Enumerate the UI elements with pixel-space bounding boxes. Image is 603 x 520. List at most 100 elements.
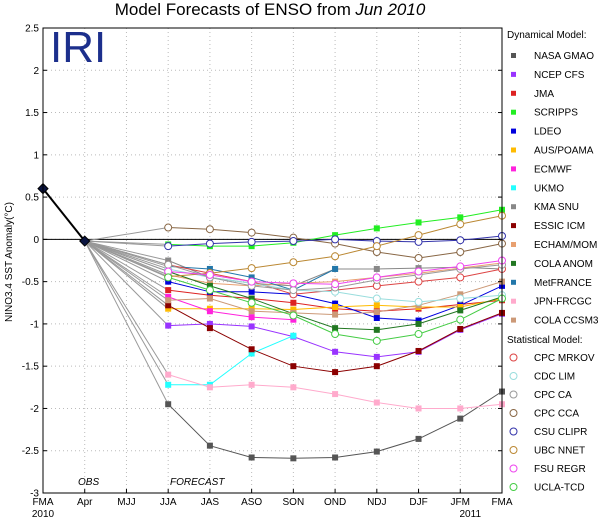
series-connector: [84, 240, 169, 386]
legend-marker-scripps: [511, 109, 516, 115]
point-cdc-lim: [372, 294, 381, 303]
point-ukmo: [165, 381, 172, 388]
point-cpc-ca: [164, 260, 173, 269]
legend-label-nasa-gmao: NASA GMAO: [534, 51, 594, 62]
series-connector: [84, 240, 169, 306]
legend-label-fsu-regr: FSU REGR: [534, 464, 586, 475]
legend-marker-essic-icm: [511, 223, 516, 229]
series-aus-poama: [84, 240, 503, 311]
point-ncep-cfs: [332, 348, 339, 355]
y-tick-label: -1: [30, 319, 39, 330]
point-ncep-cfs: [373, 353, 380, 360]
point-cola-ccsm3: [165, 297, 172, 304]
x-tick-label: DJF: [409, 497, 427, 508]
legend-label-metfrance: MetFRANCE: [534, 278, 592, 289]
legend-title-statistical: Statistical Model:: [507, 335, 583, 346]
legend-marker-csu-clipr: [509, 427, 518, 436]
legend-label-jpn-frcgc: JPN-FRCGC: [534, 297, 592, 308]
plot-frame: [42, 27, 503, 494]
point-cola-anom: [457, 307, 464, 314]
legend-label-ucla-tcd: UCLA-TCD: [534, 483, 585, 494]
x-tick-label: JFM: [451, 497, 470, 508]
series-connector: [84, 240, 169, 272]
iri-logo: IRI: [50, 23, 106, 72]
point-scripps: [373, 225, 380, 232]
x-tick-label: FMA: [32, 497, 53, 508]
point-jpn-frcgc: [206, 384, 213, 391]
point-essic-icm: [165, 302, 172, 309]
legend-marker-ubc-nnet: [509, 446, 518, 454]
point-nasa-gmao: [415, 435, 422, 442]
point-csu-clipr: [247, 237, 256, 246]
y-tick-label: -2: [30, 404, 39, 415]
point-ubc-nnet: [331, 252, 340, 261]
point-ecmwf: [206, 308, 213, 315]
legend-marker-cola-anom: [511, 260, 516, 266]
legend-label-cpc-cca: CPC CCA: [534, 409, 579, 420]
point-csu-clipr: [205, 239, 214, 248]
legend-marker-aus-poama: [511, 147, 516, 153]
point-csu-clipr: [456, 236, 465, 245]
point-jpn-frcgc: [332, 391, 339, 398]
y-tick-label: -2.5: [22, 446, 40, 457]
point-essic-icm: [206, 325, 213, 332]
point-jma: [165, 287, 172, 294]
legend-label-kma-snu: KMA SNU: [534, 202, 579, 213]
legend-marker-ukmo: [511, 185, 516, 191]
series-connector: [84, 240, 169, 405]
x-tick-label: JAS: [201, 497, 220, 508]
point-cola-anom: [332, 325, 339, 332]
point-nasa-gmao: [248, 454, 255, 461]
point-ldeo: [373, 314, 380, 321]
point-ucla-tcd: [372, 336, 381, 345]
point-cola-anom: [206, 282, 213, 289]
point-jpn-frcgc: [373, 399, 380, 406]
legend-marker-echam-mom: [511, 242, 516, 247]
point-essic-icm: [373, 363, 380, 370]
point-ubc-nnet: [456, 220, 465, 229]
point-cpc-cca: [247, 228, 256, 237]
point-csu-clipr: [289, 237, 298, 246]
legend-marker-jpn-frcgc: [511, 298, 516, 304]
point-jma: [206, 292, 213, 299]
point-ucla-tcd: [331, 330, 340, 339]
series-points: [37, 182, 506, 462]
point-ldeo: [415, 317, 422, 324]
point-essic-icm: [332, 369, 339, 376]
y-tick-label: -0.5: [22, 277, 40, 288]
y-axis-label: NINO3.4 SST Anomaly(°C): [4, 202, 15, 322]
point-cola-ccsm3: [373, 309, 380, 316]
series-connector: [84, 240, 169, 266]
point-cpc-mrkov: [414, 277, 423, 286]
x-tick-label: SON: [283, 497, 305, 508]
point-nasa-gmao: [290, 455, 297, 462]
legend-marker-nasa-gmao: [511, 53, 516, 58]
series-connector: [84, 240, 169, 291]
point-jpn-frcgc: [165, 371, 172, 378]
legend-label-ecmwf: ECMWF: [534, 164, 572, 175]
x-tick-label: ASO: [241, 497, 262, 508]
point-jma: [290, 299, 297, 306]
point-aus-poama: [290, 306, 297, 313]
point-cola-ccsm3: [457, 291, 464, 298]
point-fsu-regr: [414, 267, 423, 276]
point-cola-anom: [248, 295, 255, 302]
y-tick-label: 2: [33, 66, 39, 77]
legend-marker-jma: [511, 90, 516, 96]
point-cpc-cca: [164, 223, 173, 232]
point-essic-icm: [415, 347, 422, 354]
point-kma-snu: [373, 265, 380, 272]
legend-marker-metfrance: [511, 279, 516, 285]
x-tick-label: OND: [324, 497, 346, 508]
point-csu-clipr: [331, 235, 340, 244]
legend-label-ubc-nnet: UBC NNET: [534, 446, 585, 457]
legend-label-cola-ccsm3: COLA CCSM3: [534, 316, 599, 327]
point-ucla-tcd: [205, 286, 214, 295]
legend-marker-ldeo: [511, 128, 516, 134]
legend-marker-cpc-mrkov: [509, 353, 518, 362]
y-tick-label: 0.5: [25, 193, 39, 204]
point-cola-ccsm3: [248, 308, 255, 315]
series-connector: [84, 240, 169, 283]
point-cola-anom: [415, 320, 422, 327]
